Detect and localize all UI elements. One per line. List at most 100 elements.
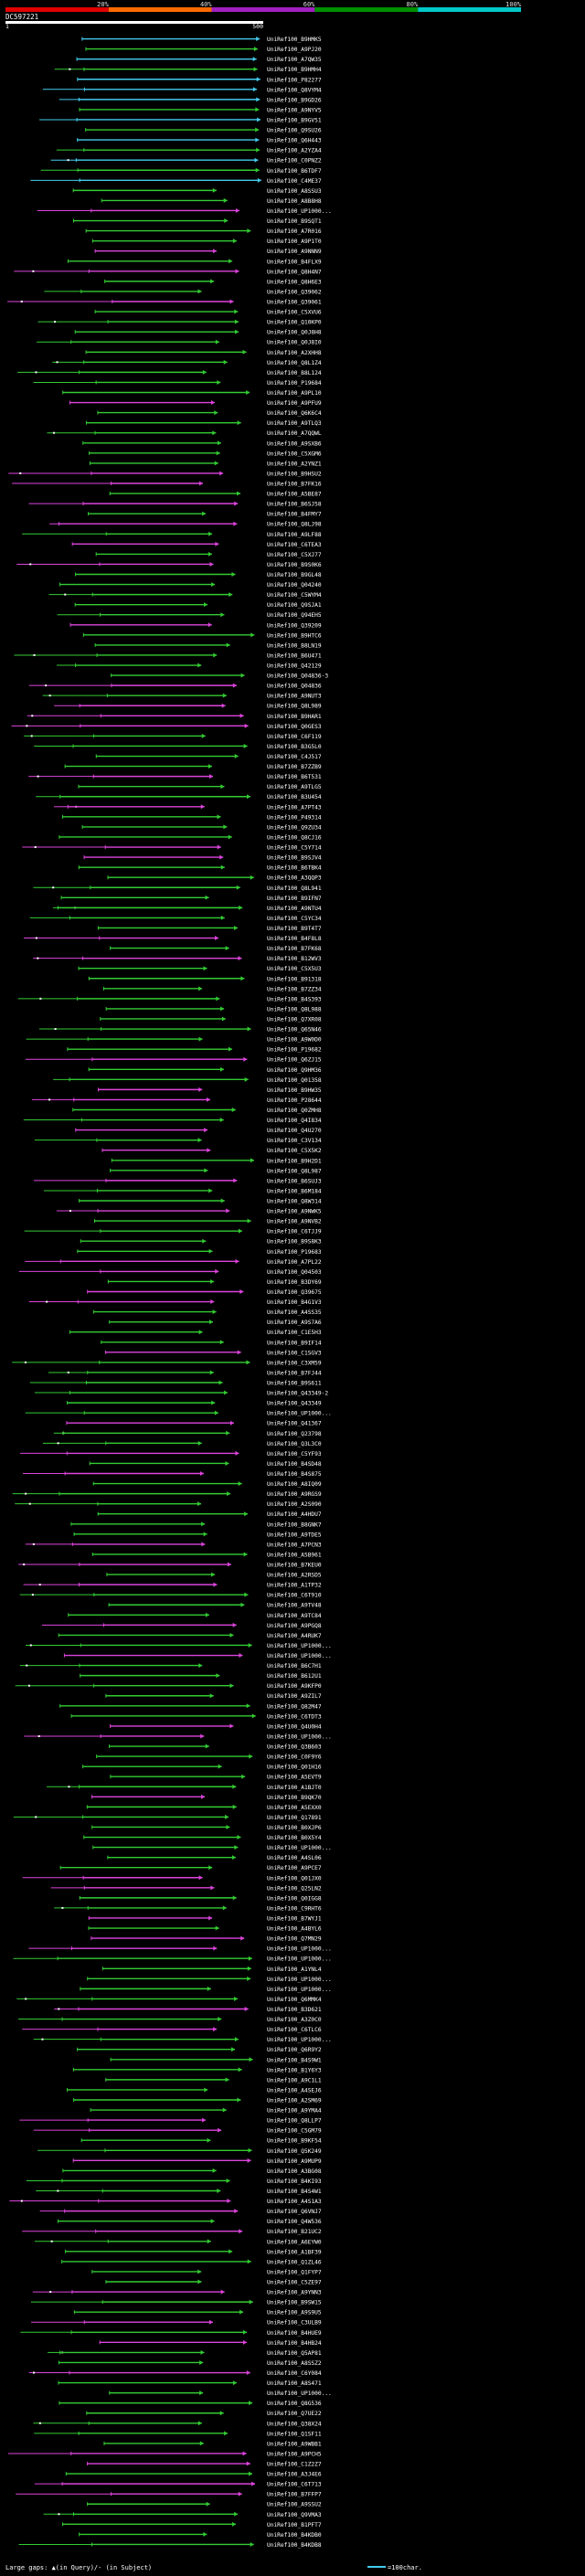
hit-arrow xyxy=(215,1925,219,1931)
hit-label: UniRef100_Q6ZJ15 xyxy=(267,1057,322,1064)
hit-arrow xyxy=(210,279,215,284)
hit-arrow xyxy=(257,117,261,122)
hit-label: UniRef100_B0XJP6 xyxy=(267,1825,322,1831)
gap-marker xyxy=(39,997,42,1000)
hit-label: UniRef100_A4BYL6 xyxy=(267,1926,322,1933)
hit-arrow xyxy=(234,2511,239,2517)
hit-label: UniRef100_B9IF14 xyxy=(267,1340,322,1346)
hit-label: UniRef100_B1Y6Y3 xyxy=(267,2067,322,2073)
hit-arrow xyxy=(214,410,218,416)
hit-arrow xyxy=(246,794,250,800)
hit-label: UniRef100_C0PNZ2 xyxy=(267,158,322,164)
hit-label: UniRef100_Q43349 xyxy=(267,1401,322,1407)
hit-arrow xyxy=(252,57,257,62)
hit-arrow xyxy=(242,349,247,355)
hit-label: UniRef100_A5B961 xyxy=(267,1552,322,1558)
hit-label: UniRef100_A9S9U5 xyxy=(267,2310,322,2316)
hit-label: UniRef100_Q5AP81 xyxy=(267,2350,322,2357)
hit-arrow xyxy=(224,218,229,224)
hit-arrow xyxy=(198,1087,203,1092)
hit-arrow xyxy=(226,2178,230,2183)
hit-label: UniRef100_A9TV48 xyxy=(267,1603,322,1609)
hit-arrow xyxy=(212,187,217,193)
hit-label: UniRef100_A9WBB1 xyxy=(267,2441,322,2447)
hit-label: UniRef100_A9S7A6 xyxy=(267,1320,322,1326)
hit-arrow xyxy=(201,1521,206,1527)
hit-arrow xyxy=(225,946,229,951)
hit-label: UniRef100_A2SM69 xyxy=(267,2097,322,2104)
hit-arrow xyxy=(204,2087,208,2093)
gap-marker xyxy=(23,1564,26,1566)
hit-arrow xyxy=(246,2461,250,2466)
hit-arrow xyxy=(229,592,233,598)
gap-marker xyxy=(28,1502,31,1505)
hit-label: UniRef100_P19682 xyxy=(267,1047,322,1054)
gap-marker xyxy=(41,2038,44,2041)
hit-label: UniRef100_B6U471 xyxy=(267,652,322,659)
hit-arrow xyxy=(199,2359,204,2365)
hit-arrow xyxy=(210,1885,215,1891)
hit-label: UniRef100_B7FK16 xyxy=(267,482,322,488)
hit-arrow xyxy=(244,1511,249,1517)
hit-label: UniRef100_B7ZZ34 xyxy=(267,986,322,992)
hit-arrow xyxy=(256,77,261,82)
hit-label: UniRef100_UP1000... xyxy=(267,1845,332,1851)
hit-arrow xyxy=(208,1248,213,1254)
hit-arrow xyxy=(207,2239,211,2244)
hit-arrow xyxy=(209,561,214,567)
hit-label: UniRef100_B0X5Y4 xyxy=(267,1835,322,1841)
hit-arrow xyxy=(209,1320,214,1325)
gap-marker xyxy=(56,361,58,364)
hit-label: UniRef100_Q10KP0 xyxy=(267,320,322,326)
hit-arrow xyxy=(250,2541,254,2547)
hit-arrow xyxy=(205,895,209,900)
gap-marker xyxy=(69,68,71,70)
hit-arrow xyxy=(255,167,260,173)
hit-label: UniRef100_B9T4T7 xyxy=(267,926,322,932)
hit-arrow xyxy=(252,87,257,92)
hit-label: UniRef100_B7FK68 xyxy=(267,946,322,952)
hit-label: UniRef100_Q23798 xyxy=(267,1431,322,1437)
hit-label: UniRef100_C6TJJ9 xyxy=(267,1229,322,1235)
hit-label: UniRef100_A9KFP0 xyxy=(267,1683,322,1690)
gap-marker xyxy=(25,1492,27,1495)
gap-marker xyxy=(48,1098,51,1101)
hit-label: UniRef100_A8IQ09 xyxy=(267,1481,322,1488)
hit-arrow xyxy=(238,1481,242,1487)
hit-label: UniRef100_Q8W314 xyxy=(267,1198,322,1204)
hit-arrow xyxy=(232,1622,237,1627)
hit-label: UniRef100_B6M184 xyxy=(267,1188,322,1194)
hit-arrow xyxy=(239,713,244,718)
hit-label: UniRef100_A1TP32 xyxy=(267,1583,322,1589)
hit-arrow xyxy=(237,491,241,496)
hit-label: UniRef100_Q5K249 xyxy=(267,2148,322,2155)
gap-marker xyxy=(38,2422,41,2424)
hit-label: UniRef100_B4KDB0 xyxy=(267,2532,322,2539)
hit-arrow xyxy=(220,1198,225,1203)
hit-label: UniRef100_A1BJT0 xyxy=(267,1785,322,1791)
hit-arrow xyxy=(239,1653,243,1659)
hit-arrow xyxy=(219,2411,224,2416)
hit-label: UniRef100_A9NWK5 xyxy=(267,1209,322,1215)
hit-arrow xyxy=(236,885,240,890)
hit-arrow xyxy=(231,2521,236,2527)
hit-label: UniRef100_B3DY69 xyxy=(267,1279,322,1286)
hit-label: UniRef100_Q6MMK4 xyxy=(267,1997,322,2003)
hit-label: UniRef100_Q04503 xyxy=(267,1269,322,1276)
hit-arrow xyxy=(256,147,261,153)
hit-arrow xyxy=(232,2380,237,2386)
hit-label: UniRef100_A4SEJ6 xyxy=(267,2087,322,2094)
hit-arrow xyxy=(234,2037,239,2042)
hit-arrow xyxy=(210,2219,215,2224)
hit-label: UniRef100_Q39061 xyxy=(267,299,322,305)
hit-arrow xyxy=(205,1612,209,1617)
hit-arrow xyxy=(240,1602,245,1607)
hit-arrow xyxy=(223,359,228,365)
hit-arrow xyxy=(198,1330,203,1335)
hit-label: UniRef100_UP1000... xyxy=(267,1977,332,1983)
hit-label: UniRef100_UP1000... xyxy=(267,1987,332,1993)
gap-marker xyxy=(58,2513,60,2516)
hit-arrow xyxy=(212,2168,217,2173)
hit-arrow xyxy=(213,2027,218,2032)
hit-label: UniRef100_A9TC84 xyxy=(267,1613,322,1619)
